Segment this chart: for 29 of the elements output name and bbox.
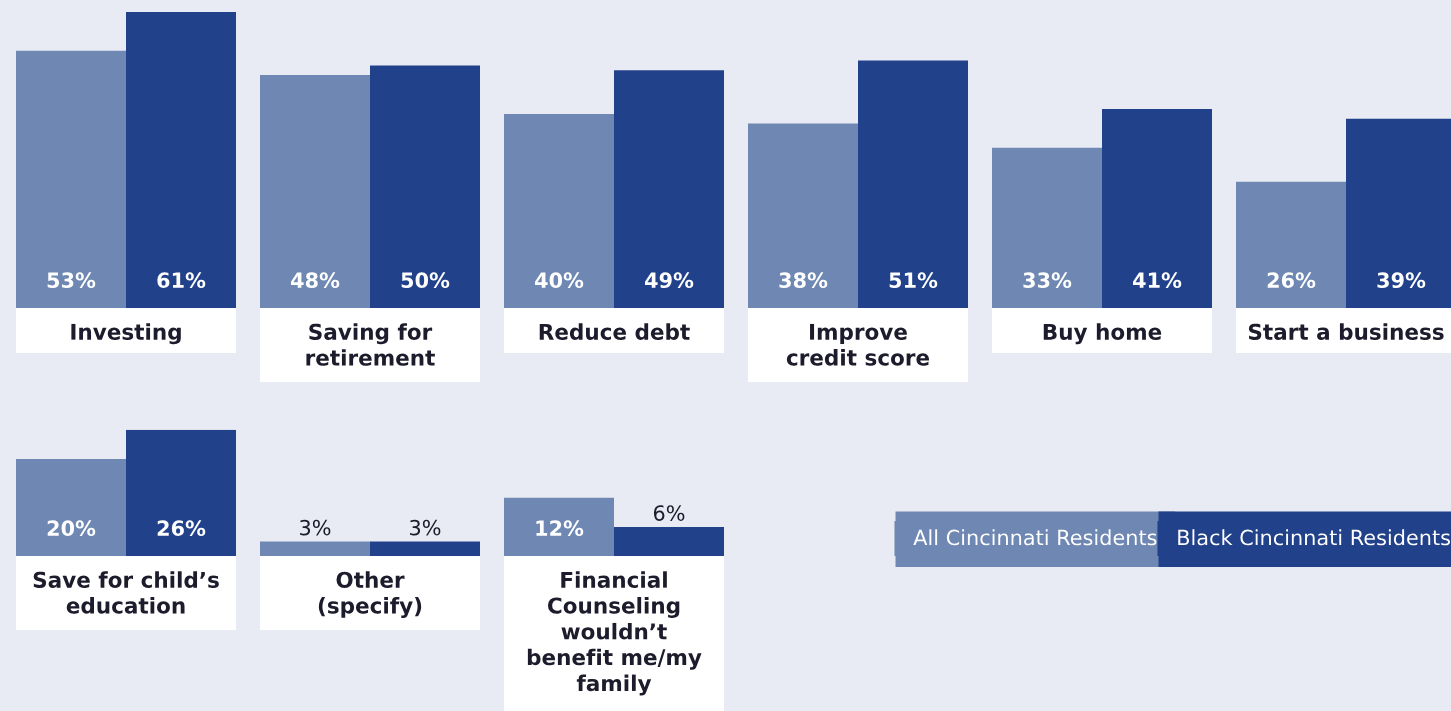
x-tick-label: Save for child’s education <box>33 571 219 614</box>
data-label: 33% <box>1023 272 1072 289</box>
x-tick-label: Improve credit score <box>786 323 930 366</box>
x-tick-label: Investing <box>71 323 181 345</box>
data-label: 38% <box>779 272 828 289</box>
x-tick-label: Other (specify) <box>318 571 422 619</box>
data-label: 50% <box>401 272 450 289</box>
data-label: 49% <box>645 272 694 289</box>
data-label: 3% <box>300 519 331 536</box>
data-label: 51% <box>889 272 938 289</box>
x-tick-label: Financial Counseling wouldn’t benefit me/my family <box>527 571 702 696</box>
data-label: 20% <box>47 520 96 537</box>
data-label: 40% <box>535 272 584 289</box>
x-tick-label: Buy home <box>1043 323 1162 345</box>
data-label: 48% <box>291 272 340 289</box>
data-label: 3% <box>410 519 441 536</box>
data-label: 6% <box>653 505 685 521</box>
data-label: 41% <box>1133 272 1182 289</box>
data-label: 61% <box>157 272 206 289</box>
x-tick-label: Start a business <box>1248 323 1444 340</box>
data-label: 53% <box>47 272 96 289</box>
data-label: 26% <box>1267 272 1316 289</box>
legend-label: All Cincinnati Residents <box>913 529 1157 546</box>
data-label: 26% <box>157 520 206 537</box>
data-label: 12% <box>536 520 584 537</box>
x-tick-label: Saving for retirement <box>306 323 435 366</box>
data-label: 39% <box>1377 272 1426 289</box>
legend-label: Black Cincinnati Residents <box>1178 529 1450 546</box>
x-tick-label: Reduce debt <box>539 323 690 340</box>
